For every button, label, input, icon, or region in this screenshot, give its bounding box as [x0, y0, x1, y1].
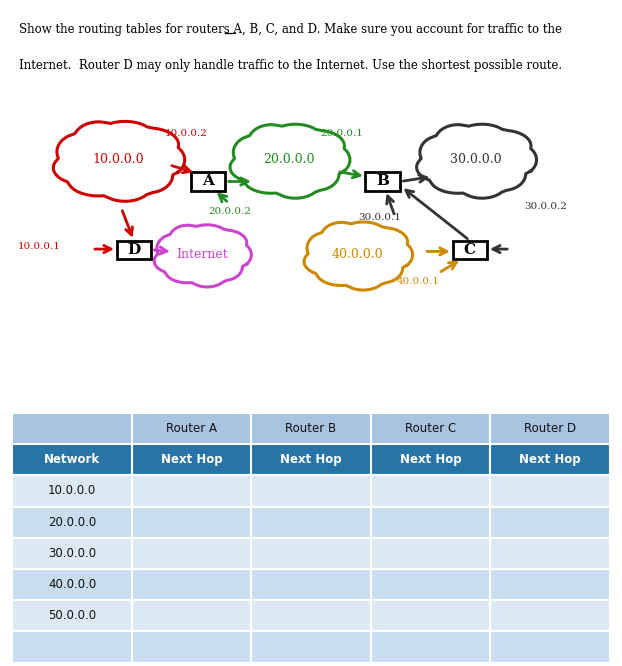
Text: 10.0.0.2: 10.0.0.2 [165, 129, 208, 139]
Bar [132, 476, 251, 507]
Bar [371, 507, 490, 538]
Text: 30.0.0.0: 30.0.0.0 [450, 153, 501, 166]
Text: 20.0.0.0: 20.0.0.0 [264, 153, 315, 166]
Bar [490, 444, 610, 476]
Bar [132, 631, 251, 663]
Bar [251, 600, 371, 631]
Polygon shape [154, 225, 251, 287]
Bar [371, 631, 490, 663]
Text: C: C [463, 242, 476, 257]
Polygon shape [230, 125, 350, 198]
Bar [132, 413, 251, 444]
Polygon shape [304, 222, 412, 290]
Bar [12, 631, 132, 663]
Bar [371, 413, 490, 444]
Bar [12, 538, 132, 569]
Bar [490, 413, 610, 444]
FancyBboxPatch shape [117, 240, 151, 259]
Text: 40.0.0.1: 40.0.0.1 [397, 277, 439, 286]
Bar [251, 413, 371, 444]
Text: Router B: Router B [285, 422, 337, 435]
Text: 30.0.0.0: 30.0.0.0 [48, 547, 96, 560]
Text: Network: Network [44, 454, 100, 466]
Text: Next Hop: Next Hop [519, 454, 581, 466]
Text: B: B [376, 174, 389, 188]
Bar [132, 600, 251, 631]
Bar [251, 569, 371, 600]
Bar [132, 538, 251, 569]
Text: 20.0.0.2: 20.0.0.2 [209, 207, 251, 216]
Bar [371, 600, 490, 631]
Bar [132, 569, 251, 600]
Bar [371, 569, 490, 600]
Bar [251, 476, 371, 507]
Bar [371, 476, 490, 507]
Text: 30.0.0.2: 30.0.0.2 [524, 202, 567, 211]
Text: 10.0.0.0: 10.0.0.0 [93, 153, 144, 166]
Text: Next Hop: Next Hop [399, 454, 462, 466]
Bar [12, 507, 132, 538]
Bar [490, 569, 610, 600]
Text: Router D: Router D [524, 422, 576, 435]
Text: D: D [127, 242, 141, 257]
Text: 20.0.0.0: 20.0.0.0 [48, 515, 96, 529]
Bar [251, 444, 371, 476]
Text: 40.0.0.0: 40.0.0.0 [332, 248, 383, 261]
Text: Router C: Router C [405, 422, 456, 435]
Bar [490, 631, 610, 663]
FancyBboxPatch shape [366, 172, 400, 190]
Bar [12, 413, 132, 444]
Text: Show the routing tables for routers A, B, C, and D. Make sure you account for tr: Show the routing tables for routers A, B… [19, 23, 562, 36]
Bar [251, 631, 371, 663]
Text: Internet.  Router D may only handle traffic to the Internet. Use the shortest po: Internet. Router D may only handle traff… [19, 59, 562, 73]
Text: Router A: Router A [166, 422, 217, 435]
Polygon shape [53, 121, 185, 201]
Text: Internet: Internet [176, 248, 228, 261]
Text: 10.0.0.1: 10.0.0.1 [18, 242, 61, 251]
Bar [132, 444, 251, 476]
Bar [251, 507, 371, 538]
Text: Next Hop: Next Hop [160, 454, 223, 466]
Text: Next Hop: Next Hop [280, 454, 342, 466]
Text: A: A [202, 174, 215, 188]
Bar [490, 507, 610, 538]
Bar [12, 569, 132, 600]
Text: 30.0.0.1: 30.0.0.1 [358, 213, 401, 222]
Bar [12, 476, 132, 507]
Text: 10.0.0.0: 10.0.0.0 [48, 484, 96, 498]
Bar [490, 476, 610, 507]
Bar [12, 600, 132, 631]
Polygon shape [417, 125, 537, 198]
Bar [490, 538, 610, 569]
FancyBboxPatch shape [192, 172, 225, 190]
Text: 50.0.0.0: 50.0.0.0 [48, 609, 96, 622]
Text: 20.0.0.1: 20.0.0.1 [321, 129, 363, 139]
Bar [251, 538, 371, 569]
Bar [490, 600, 610, 631]
FancyBboxPatch shape [453, 240, 487, 259]
Bar [371, 538, 490, 569]
Bar [12, 444, 132, 476]
Bar [132, 507, 251, 538]
Text: 40.0.0.0: 40.0.0.0 [48, 578, 96, 591]
Bar [371, 444, 490, 476]
